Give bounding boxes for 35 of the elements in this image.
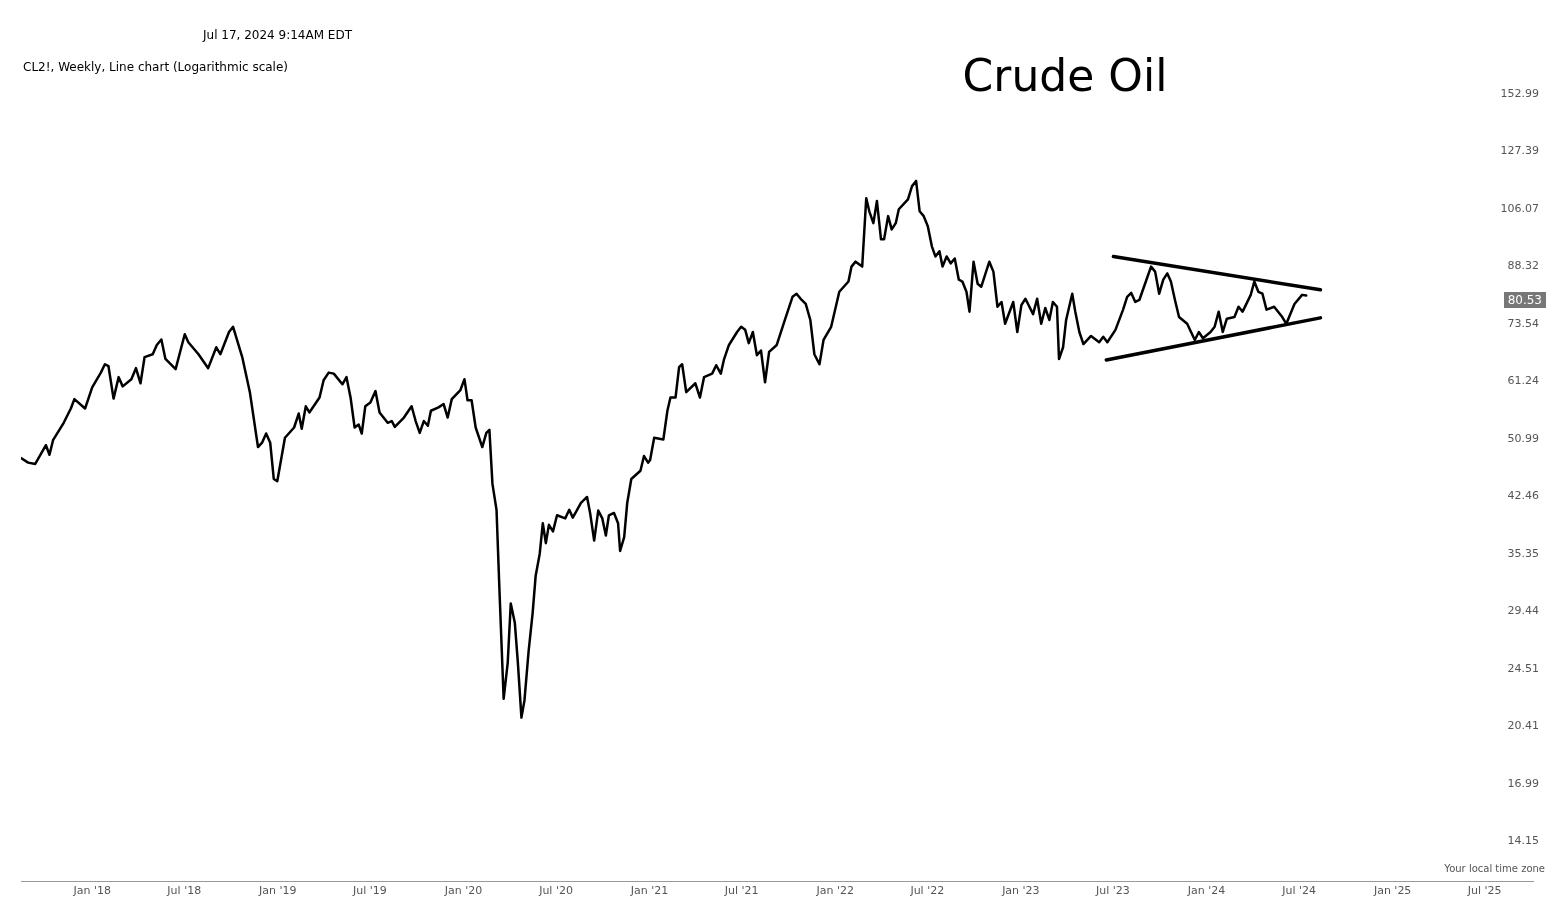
x-tick-label: Jan '24 [1186, 884, 1226, 898]
y-tick-label: 61.24 [1507, 374, 1539, 388]
x-tick-label: Jan '21 [629, 884, 669, 898]
annotation: Your local time zone [1444, 863, 1545, 874]
x-tick-label: Jan '22 [815, 884, 854, 898]
y-tick-label: 29.44 [1507, 604, 1539, 618]
y-tick-label: 16.99 [1507, 777, 1539, 791]
y-tick-label: 88.32 [1507, 259, 1539, 273]
x-tick-label: Jul '24 [1281, 884, 1316, 898]
x-tick-label: Jan '18 [72, 884, 111, 898]
chart-subtitle: CL2!, Weekly, Line chart (Logarithmic scale) [23, 60, 288, 74]
x-tick-label: Jan '20 [443, 884, 483, 898]
y-tick-label: 127.39 [1500, 144, 1539, 158]
x-tick-label: Jul '22 [909, 884, 945, 898]
y-tick-label: 50.99 [1507, 431, 1539, 445]
x-tick-label: Jul '25 [1466, 884, 1502, 898]
text: Jul 17, 2024 9:14AM EDT [203, 28, 353, 42]
y-tick-label: 14.15 [1507, 834, 1539, 848]
chart-title: Crude Oil [962, 50, 1168, 101]
x-tick-label: Jul '23 [1095, 884, 1130, 898]
y-tick-label: 35.35 [1507, 546, 1539, 560]
y-tick-label: 152.99 [1500, 86, 1539, 100]
x-tick-label: Jan '23 [1001, 884, 1040, 898]
y-tick-label: 73.54 [1507, 316, 1539, 330]
x-tick-label: Jan '19 [258, 884, 297, 898]
y-tick-label: 106.07 [1500, 201, 1539, 215]
y-tick-label: 20.41 [1507, 719, 1539, 733]
x-tick-label: Jul '21 [723, 884, 759, 898]
x-tick-label: Jan '25 [1372, 884, 1412, 898]
x-tick-label: Jul '18 [166, 884, 202, 898]
annotation: 80.53 [1503, 292, 1546, 308]
y-tick-label: 42.46 [1507, 489, 1539, 503]
x-tick-label: Jul '19 [351, 884, 387, 898]
x-tick-label: Jul '20 [538, 884, 573, 898]
y-tick-label: 24.51 [1507, 661, 1539, 675]
